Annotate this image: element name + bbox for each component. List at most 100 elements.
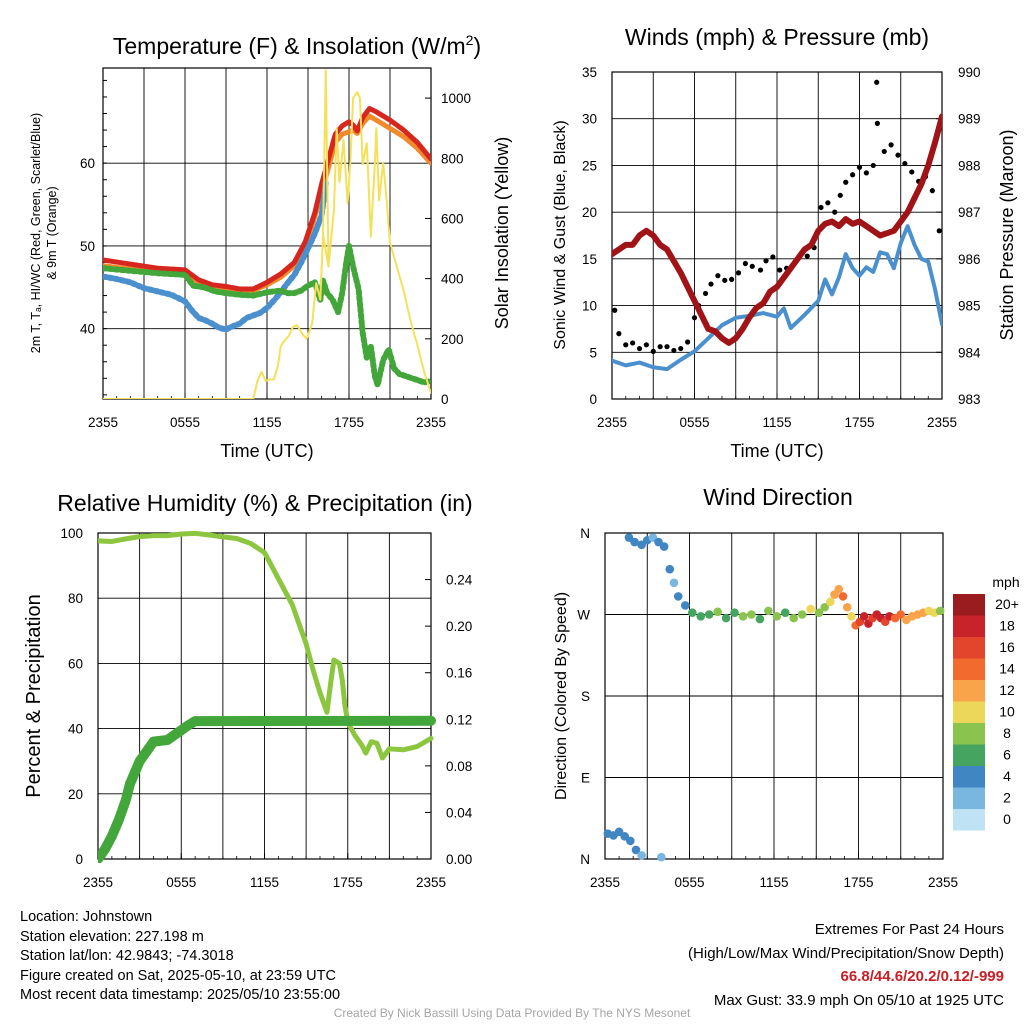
wind-gust-point xyxy=(623,342,629,348)
latlon-text: Station lat/lon: 42.9843; -74.3018 xyxy=(20,948,234,965)
dir-point xyxy=(673,592,683,601)
wind-gust-point xyxy=(685,339,691,345)
dir-point xyxy=(834,584,844,594)
temp-ytick-right-label: 800 xyxy=(441,151,464,166)
dir-xtick-label: 0555 xyxy=(674,875,704,890)
temp-insolation-peak xyxy=(322,69,330,267)
dir-xtick-label: 1755 xyxy=(843,875,873,890)
wind-gust-point xyxy=(874,120,880,126)
temp-xtick-label: 1155 xyxy=(252,415,281,430)
dir-legend-swatch xyxy=(953,809,985,831)
temp-ylabel-right: Solar Insolation (Yellow) xyxy=(492,137,512,329)
temp-series-yellow xyxy=(103,91,431,399)
dir-legend-label: 12 xyxy=(999,682,1015,698)
wind-xtick-label: 1155 xyxy=(762,415,791,430)
dir-point xyxy=(696,612,706,621)
dir-legend-swatch xyxy=(953,787,985,809)
dir-point xyxy=(659,542,669,551)
dir-ytick-label: W xyxy=(577,608,590,623)
dir-point xyxy=(637,851,646,860)
wind-gust-point xyxy=(749,263,755,269)
wind-ytick-right-label: 990 xyxy=(958,65,981,80)
rh-ytick-label: 0 xyxy=(75,852,83,867)
dir-point xyxy=(630,537,639,547)
dir-point xyxy=(780,608,790,617)
dir-point xyxy=(789,613,799,623)
wind-gust-point xyxy=(612,307,618,313)
temp-ylabel-line2: & 9m T (Orange) xyxy=(45,186,59,279)
wind-gust-point xyxy=(863,170,869,176)
wind-xtick-label: 2355 xyxy=(927,415,957,430)
extremes-values: 66.8/44.6/20.2/0.12/-999 xyxy=(840,968,1004,985)
rh-ytick-label: 80 xyxy=(68,591,83,606)
dir-legend-label: 14 xyxy=(999,661,1015,677)
wind-gust-point xyxy=(636,345,643,352)
temp-ytick-label: 40 xyxy=(80,322,95,337)
dir-legend-title: mph xyxy=(992,574,1019,590)
wind-gust-point xyxy=(929,188,935,194)
elevation-text: Station elevation: 227.198 m xyxy=(20,928,204,945)
wind-xlabel: Time (UTC) xyxy=(730,441,823,461)
dir-ytick-label: E xyxy=(581,771,590,786)
dir-point xyxy=(820,602,829,612)
rh-series-rh xyxy=(98,530,434,761)
created-text: Figure created on Sat, 2025-05-10, at 23… xyxy=(20,967,336,984)
station-info: Location: Johnstown Station elevation: 2… xyxy=(20,908,340,1006)
dir-point xyxy=(826,597,835,607)
wind-ytick-right-label: 983 xyxy=(958,392,981,407)
dir-point xyxy=(713,607,722,617)
wind-ytick-label: 15 xyxy=(582,252,597,267)
dir-point xyxy=(838,592,848,601)
wind-ytick-right-label: 988 xyxy=(958,158,981,173)
wind-gust-point xyxy=(832,209,838,215)
temp-ytick-right-label: 1000 xyxy=(441,91,471,106)
dir-point xyxy=(704,610,714,619)
dir-point xyxy=(680,601,690,610)
wind-gust-point xyxy=(770,254,776,260)
temp-ytick-right-label: 600 xyxy=(441,211,464,226)
wind-series-blue xyxy=(612,224,942,372)
dir-xtick-label: 1155 xyxy=(759,875,788,890)
dir-ylabel-left: Direction (Colored By Speed) xyxy=(553,592,570,800)
dir-legend-swatch xyxy=(953,766,985,788)
recent-text: Most recent data timestamp: 2025/05/10 2… xyxy=(20,987,341,1004)
temp-series-red xyxy=(103,106,431,292)
temp-ytick-right-label: 0 xyxy=(441,392,449,407)
wind-xtick-label: 0555 xyxy=(679,415,709,430)
wind-ytick-label: 25 xyxy=(582,158,597,173)
rh-ytick-label: 40 xyxy=(68,722,83,737)
wind-title: Winds (mph) & Pressure (mb) xyxy=(625,24,929,50)
rh-series-group xyxy=(98,530,436,863)
rh-ytick-right-label: 0.12 xyxy=(446,712,472,727)
rh-xtick-label: 2355 xyxy=(83,875,113,890)
wind-gust-point xyxy=(825,200,831,206)
rh-xtick-label: 1755 xyxy=(333,875,363,890)
wind-gust-point xyxy=(735,270,742,276)
wind-gust-point xyxy=(757,267,764,273)
wind-gust-point xyxy=(722,277,728,283)
temp-xtick-label: 0555 xyxy=(170,415,200,430)
dir-xtick-label: 2355 xyxy=(928,875,958,890)
extremes-title: Extremes For Past 24 Hours xyxy=(814,921,1004,938)
dir-point xyxy=(764,606,773,616)
rh-title: Relative Humidity (%) & Precipitation (i… xyxy=(57,490,472,516)
wind-ytick-label: 10 xyxy=(582,299,597,314)
wind-gust-point xyxy=(909,169,915,175)
wind-gust-point xyxy=(902,160,908,167)
max-gust-text: Max Gust: 33.9 mph On 05/10 at 1925 UTC xyxy=(713,991,1004,1009)
dir-legend-label: 20+ xyxy=(995,596,1019,612)
wind-ytick-label: 30 xyxy=(582,112,597,127)
temp-ytick-right-label: 200 xyxy=(441,332,464,347)
rh-ytick-label: 60 xyxy=(68,656,83,671)
wind-gust-point xyxy=(895,152,901,158)
rh-ylabel-left: Percent & Precipitation xyxy=(23,594,45,797)
rh-ytick-right-label: 0.04 xyxy=(446,805,473,820)
wind-gust-point xyxy=(678,345,684,352)
dir-legend-swatch xyxy=(953,744,985,766)
wind-gust-point xyxy=(804,253,810,259)
dir-legend-label: 6 xyxy=(1003,747,1011,763)
temp-series-green xyxy=(103,242,431,388)
wind-ylabel-left: Sonic Wind & Gust (Blue, Black) xyxy=(552,120,569,349)
dir-point xyxy=(814,608,824,617)
dir-legend-label: 0 xyxy=(1003,811,1011,827)
